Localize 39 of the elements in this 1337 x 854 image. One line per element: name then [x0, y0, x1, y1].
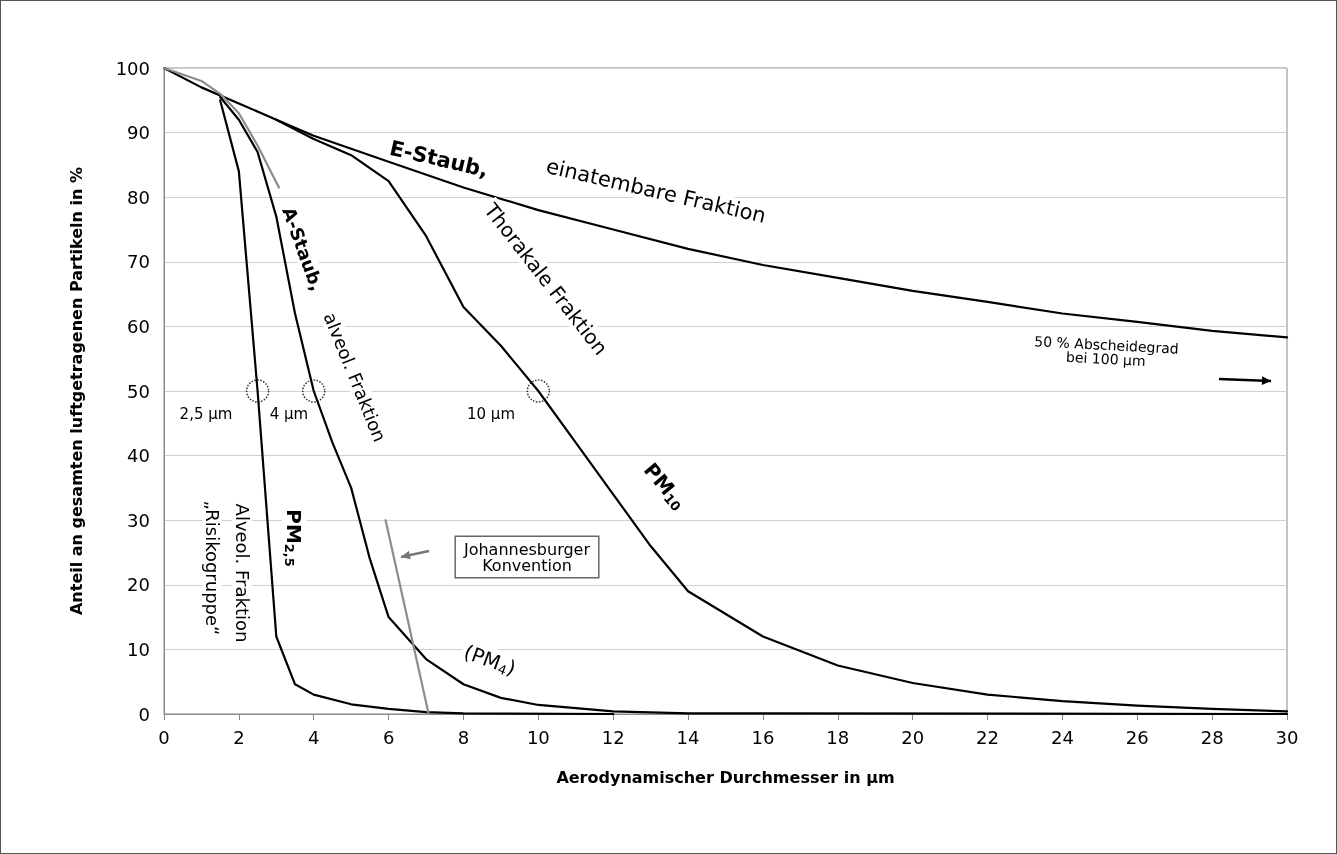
- x-tick-label: 10: [526, 726, 550, 748]
- y-tick-label: 70: [127, 251, 150, 273]
- annotation: „Risikogruppe“: [201, 500, 223, 636]
- y-tick-label: 60: [127, 315, 150, 337]
- x-tick-label: 24: [1050, 726, 1074, 748]
- x-tick-label: 16: [751, 726, 775, 748]
- y-axis-title: Anteil an gesamten luftgetragenen Partikeln in %: [66, 166, 86, 616]
- x-tick-label: 2: [233, 726, 245, 748]
- x-tick-label: 12: [601, 726, 625, 748]
- annotation: PM10: [638, 458, 684, 515]
- x-tick-label: 30: [1275, 726, 1299, 748]
- x-tick-label: 20: [901, 726, 925, 748]
- annotation: PM2,5: [281, 509, 306, 567]
- annotation: Alveol. Fraktion: [231, 503, 253, 643]
- annotation: 4 µm: [269, 405, 309, 423]
- y-tick-label: 30: [127, 509, 150, 531]
- x-tick-label: 8: [457, 726, 470, 748]
- x-tick-label: 14: [676, 726, 700, 748]
- y-tick-label: 20: [127, 574, 150, 596]
- y-tick-label: 40: [127, 445, 150, 467]
- annotation: Johannesburger Konvention: [462, 539, 591, 575]
- x-tick-label: 28: [1200, 726, 1224, 748]
- y-tick-label: 100: [115, 57, 150, 79]
- x-tick-label: 4: [308, 726, 320, 748]
- x-tick-label: 0: [158, 726, 170, 748]
- x-axis-title: Aerodynamischer Durchmesser in µm: [556, 767, 895, 787]
- y-tick-label: 50: [127, 380, 150, 402]
- x-tick-label: 18: [826, 726, 850, 748]
- x-tick-label: 22: [976, 726, 999, 748]
- y-tick-label: 90: [127, 122, 150, 144]
- x-tick-label: 6: [382, 726, 395, 748]
- annotation: 50 % Abscheidegrad bei 100 µm: [1033, 333, 1180, 369]
- x-tick-label: 26: [1125, 726, 1149, 748]
- annotation: (PM4): [460, 639, 520, 681]
- annotation: 10 µm: [466, 405, 516, 423]
- y-tick-label: 0: [138, 703, 150, 725]
- y-tick-label: 80: [127, 186, 150, 208]
- y-tick-label: 10: [127, 638, 150, 660]
- annotation: 2,5 µm: [179, 405, 233, 423]
